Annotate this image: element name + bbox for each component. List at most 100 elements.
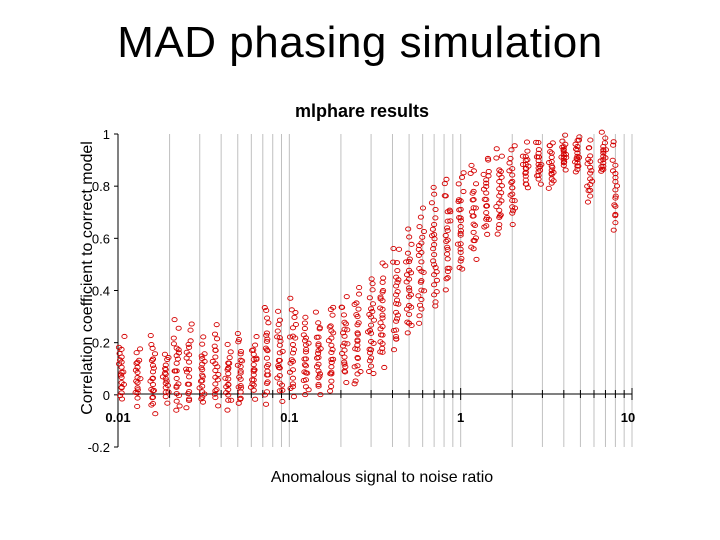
data-point — [212, 388, 219, 394]
data-point — [292, 309, 299, 316]
data-point — [508, 147, 515, 153]
data-point — [199, 383, 206, 389]
data-point — [302, 392, 309, 398]
data-point — [405, 226, 412, 232]
data-point — [408, 241, 415, 247]
data-point — [302, 377, 309, 383]
data-point — [415, 293, 422, 299]
data-point — [496, 186, 503, 192]
data-point — [535, 158, 542, 164]
data-point — [237, 348, 245, 355]
x-tick-label: 1 — [457, 410, 464, 425]
data-point — [118, 385, 125, 391]
data-point — [380, 275, 387, 281]
data-point — [289, 381, 296, 387]
data-point — [305, 387, 312, 393]
data-point — [535, 172, 542, 178]
data-point — [480, 171, 487, 178]
data-point — [118, 374, 125, 381]
data-point — [548, 150, 555, 156]
data-point — [392, 334, 400, 340]
x-tick-label: 10 — [621, 410, 635, 425]
y-tick-label: 0 — [103, 388, 110, 403]
data-point — [496, 214, 503, 221]
data-point — [171, 317, 178, 323]
data-point — [431, 282, 438, 288]
data-point — [315, 368, 322, 374]
data-point — [368, 276, 375, 282]
data-point — [404, 250, 412, 256]
data-point — [431, 292, 438, 298]
data-point — [118, 354, 125, 360]
data-point — [200, 334, 207, 340]
data-point — [186, 389, 193, 395]
data-point — [134, 375, 141, 381]
data-point — [600, 166, 607, 173]
data-point — [263, 347, 270, 353]
data-point — [302, 370, 309, 376]
data-point — [406, 294, 413, 300]
data-point — [134, 385, 141, 391]
data-point — [408, 304, 415, 310]
data-point — [509, 185, 516, 191]
data-point — [472, 181, 480, 187]
data-point — [341, 354, 348, 360]
data-point — [276, 342, 283, 348]
data-point — [404, 330, 411, 336]
data-point — [584, 199, 592, 205]
data-point — [213, 336, 221, 342]
data-point — [368, 347, 375, 353]
data-point — [497, 212, 504, 218]
data-point — [509, 210, 516, 216]
data-point — [483, 177, 490, 183]
data-point — [328, 383, 335, 390]
data-point — [134, 364, 141, 370]
data-point — [420, 228, 427, 235]
data-point — [276, 380, 283, 386]
data-point — [370, 317, 378, 323]
data-point — [225, 360, 232, 366]
data-point — [562, 167, 569, 173]
data-point — [379, 306, 386, 312]
data-point — [234, 330, 241, 337]
data-point — [315, 343, 322, 349]
data-point — [343, 380, 350, 386]
data-point — [315, 361, 322, 367]
data-point — [354, 338, 361, 344]
data-point — [535, 140, 542, 146]
data-point — [586, 145, 593, 151]
data-point — [393, 301, 400, 307]
data-point — [133, 350, 140, 356]
data-point — [519, 161, 527, 168]
data-point — [431, 232, 438, 238]
data-point — [431, 221, 438, 228]
data-point — [484, 231, 491, 237]
data-point — [545, 185, 552, 191]
data-point — [493, 204, 500, 210]
data-point — [228, 397, 235, 403]
data-point — [446, 207, 453, 213]
data-point — [250, 367, 257, 373]
data-point — [418, 278, 425, 284]
data-point — [173, 398, 180, 404]
data-point — [433, 277, 440, 283]
label-layer: -0.2 0 0.2 0.4 0.6 0.8 1 0.01 0.1 1 10 — [88, 127, 636, 455]
data-point — [483, 183, 490, 190]
data-point — [341, 368, 348, 374]
data-point — [458, 255, 465, 262]
data-point — [470, 229, 477, 235]
data-point — [507, 192, 514, 198]
data-point — [470, 197, 477, 203]
data-point — [587, 164, 594, 170]
y-tick-label: 0.4 — [92, 284, 110, 299]
data-point — [432, 206, 439, 213]
data-point — [186, 352, 193, 358]
data-point — [574, 160, 581, 166]
data-point — [457, 232, 464, 238]
data-point — [173, 407, 180, 413]
data-point — [286, 334, 294, 340]
data-point — [164, 400, 171, 406]
y-tick-label: 0.8 — [92, 179, 110, 194]
data-point — [393, 309, 400, 315]
data-point — [496, 207, 503, 213]
